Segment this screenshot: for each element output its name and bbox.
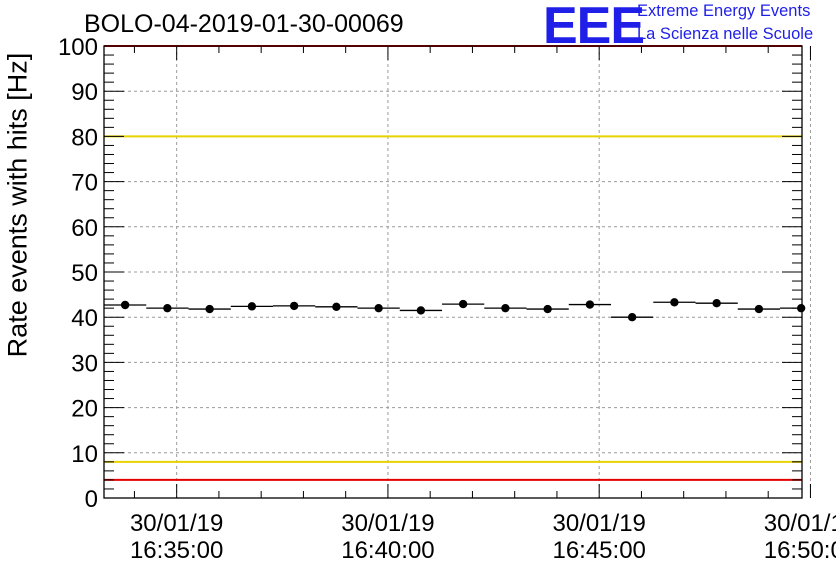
data-point: [627, 313, 637, 322]
data-point: [796, 303, 806, 313]
data-point: [458, 299, 468, 309]
x-tick-date: 30/01/19: [552, 510, 645, 537]
grid: [104, 46, 811, 498]
data-point: [163, 303, 172, 313]
y-axis-label: Rate events with hits [Hz]: [2, 52, 33, 358]
x-tick-time: 16:45:00: [552, 537, 645, 564]
x-tick-time: 16:50:00: [764, 537, 836, 564]
y-tick-labels: 0 10 20 30 40 50 60 70 80 90 100: [58, 34, 98, 513]
y-tick-label: 0: [85, 486, 98, 513]
data-point: [374, 303, 383, 313]
y-tick-label: 50: [71, 260, 98, 287]
logo-line-1: Extreme Energy Events: [637, 2, 811, 20]
data-point: [289, 301, 299, 311]
y-tick-label: 100: [58, 34, 98, 61]
eee-logo: EEE: [543, 0, 645, 55]
data-point: [416, 306, 426, 315]
logo-line-2: La Scienza nelle Scuole: [637, 25, 814, 43]
data-point: [501, 303, 510, 313]
x-tick-time: 16:40:00: [341, 537, 434, 564]
y-tick-label: 80: [71, 124, 98, 151]
data-point: [120, 300, 130, 310]
data-series: [104, 298, 806, 322]
y-tick-label: 40: [71, 305, 98, 332]
data-point: [754, 304, 764, 314]
data-point: [332, 302, 341, 312]
y-tick-label: 30: [71, 350, 98, 377]
data-point: [670, 298, 679, 307]
x-tick-date: 30/01/19: [130, 510, 223, 537]
y-tick-label: 90: [71, 79, 98, 106]
reference-lines: [104, 45, 802, 481]
y-tick-label: 70: [71, 170, 98, 197]
data-point: [247, 302, 257, 311]
y-tick-label: 20: [71, 396, 98, 423]
x-tick-date: 30/01/19: [341, 510, 434, 537]
data-point: [585, 300, 595, 309]
y-tick-label: 10: [71, 441, 98, 468]
data-point: [543, 304, 552, 314]
x-tick-time: 16:35:00: [130, 537, 223, 564]
x-tick-date: 30/01/19: [764, 510, 836, 537]
y-tick-label: 60: [71, 215, 98, 242]
chart-title: BOLO-04-2019-01-30-00069: [84, 10, 404, 38]
axis-ticks: [104, 45, 811, 499]
x-tick-labels: 30/01/1916:35:0030/01/1916:40:0030/01/19…: [130, 510, 836, 564]
data-point: [205, 304, 214, 314]
data-point: [712, 298, 721, 308]
